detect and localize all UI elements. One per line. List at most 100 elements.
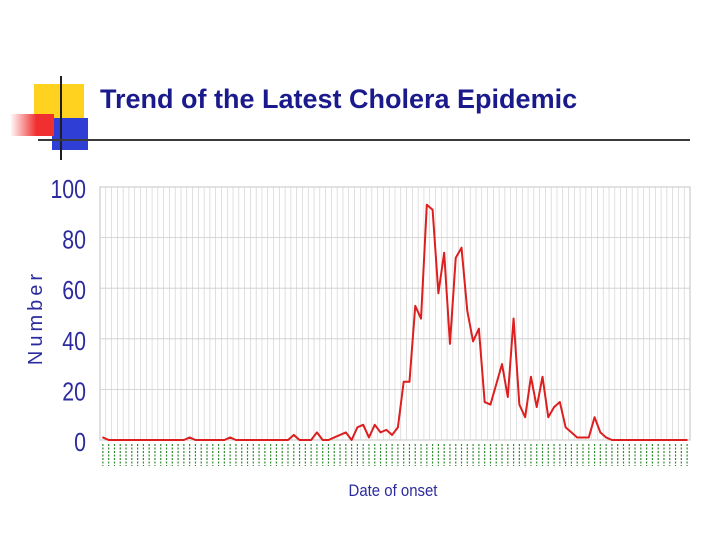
data-point bbox=[258, 439, 260, 441]
data-point bbox=[587, 436, 590, 439]
data-point bbox=[605, 436, 607, 439]
data-point bbox=[414, 305, 417, 307]
y-tick-label: 0 bbox=[74, 428, 86, 458]
data-point bbox=[362, 424, 364, 426]
data-point bbox=[310, 439, 312, 441]
data-point bbox=[576, 436, 579, 439]
y-tick-label: 80 bbox=[62, 226, 86, 256]
data-point bbox=[443, 251, 445, 254]
data-point bbox=[506, 396, 509, 398]
data-point bbox=[616, 439, 619, 441]
data-point bbox=[159, 439, 162, 441]
data-point bbox=[478, 327, 480, 330]
data-point bbox=[240, 439, 243, 441]
deco-blue-square bbox=[52, 118, 88, 150]
data-point bbox=[287, 439, 289, 441]
data-point bbox=[113, 439, 116, 441]
data-point bbox=[524, 416, 526, 419]
data-point bbox=[530, 375, 532, 378]
data-point bbox=[553, 406, 555, 408]
data-point bbox=[472, 340, 474, 343]
data-point bbox=[391, 434, 393, 436]
data-point bbox=[281, 439, 284, 441]
data-point bbox=[211, 439, 214, 441]
data-point bbox=[611, 439, 613, 441]
data-point bbox=[321, 439, 324, 441]
data-point bbox=[466, 310, 469, 312]
data-point bbox=[426, 203, 428, 206]
data-point bbox=[489, 403, 492, 406]
data-point bbox=[437, 292, 440, 295]
y-tick-label: 60 bbox=[62, 276, 86, 306]
data-point bbox=[154, 439, 156, 441]
data-point bbox=[298, 439, 301, 441]
data-point bbox=[327, 439, 330, 441]
data-point bbox=[582, 436, 584, 439]
data-point bbox=[628, 439, 631, 441]
data-point bbox=[397, 426, 399, 429]
data-point bbox=[680, 439, 683, 441]
data-point bbox=[269, 439, 272, 441]
data-point bbox=[177, 439, 179, 441]
data-point bbox=[217, 439, 220, 441]
data-point bbox=[518, 403, 521, 406]
data-point bbox=[229, 436, 231, 439]
data-point bbox=[535, 406, 538, 408]
data-point bbox=[408, 381, 411, 383]
data-point bbox=[368, 436, 370, 439]
data-point bbox=[304, 439, 307, 441]
data-point bbox=[194, 439, 197, 441]
data-point bbox=[570, 431, 573, 434]
data-point bbox=[350, 439, 353, 441]
deco-vertical-line bbox=[60, 76, 62, 160]
data-point bbox=[171, 439, 174, 441]
data-point bbox=[246, 439, 249, 441]
y-tick-label: 20 bbox=[62, 377, 86, 407]
data-point bbox=[379, 431, 382, 434]
data-point bbox=[333, 436, 336, 439]
data-point bbox=[593, 416, 596, 419]
data-point bbox=[119, 439, 122, 441]
data-point bbox=[460, 246, 463, 249]
data-point bbox=[663, 439, 665, 441]
data-point bbox=[102, 436, 104, 439]
data-point bbox=[165, 439, 168, 441]
data-point bbox=[107, 439, 110, 441]
data-point bbox=[142, 439, 145, 441]
data-point bbox=[275, 439, 278, 441]
data-point bbox=[188, 436, 191, 439]
data-point bbox=[402, 381, 405, 383]
data-point bbox=[420, 317, 422, 320]
data-point bbox=[564, 426, 567, 429]
data-point bbox=[449, 343, 451, 345]
data-point bbox=[483, 401, 486, 403]
data-point bbox=[634, 439, 636, 441]
data-point bbox=[148, 439, 150, 441]
data-point bbox=[345, 431, 347, 434]
data-point bbox=[657, 439, 659, 441]
data-point bbox=[454, 257, 457, 259]
data-point bbox=[599, 431, 602, 434]
data-point bbox=[373, 424, 376, 426]
data-point bbox=[264, 439, 266, 441]
data-point bbox=[339, 434, 341, 436]
data-point bbox=[136, 439, 139, 441]
data-point bbox=[235, 439, 237, 441]
data-point bbox=[316, 431, 318, 434]
data-point bbox=[651, 439, 654, 441]
x-axis-label: Date of onset bbox=[349, 482, 438, 500]
data-point bbox=[640, 439, 642, 441]
data-point bbox=[686, 439, 688, 441]
data-point bbox=[125, 439, 127, 441]
data-point bbox=[200, 439, 203, 441]
data-point bbox=[645, 439, 648, 441]
data-point bbox=[131, 439, 133, 441]
slide-title: Trend of the Latest Cholera Epidemic bbox=[100, 84, 578, 114]
data-point bbox=[501, 363, 503, 365]
data-point bbox=[385, 429, 388, 431]
y-axis-label: Number bbox=[25, 270, 47, 365]
title-divider bbox=[38, 139, 690, 141]
data-point bbox=[622, 439, 625, 441]
y-tick-label: 100 bbox=[50, 175, 86, 205]
y-tick-label: 40 bbox=[62, 327, 86, 357]
